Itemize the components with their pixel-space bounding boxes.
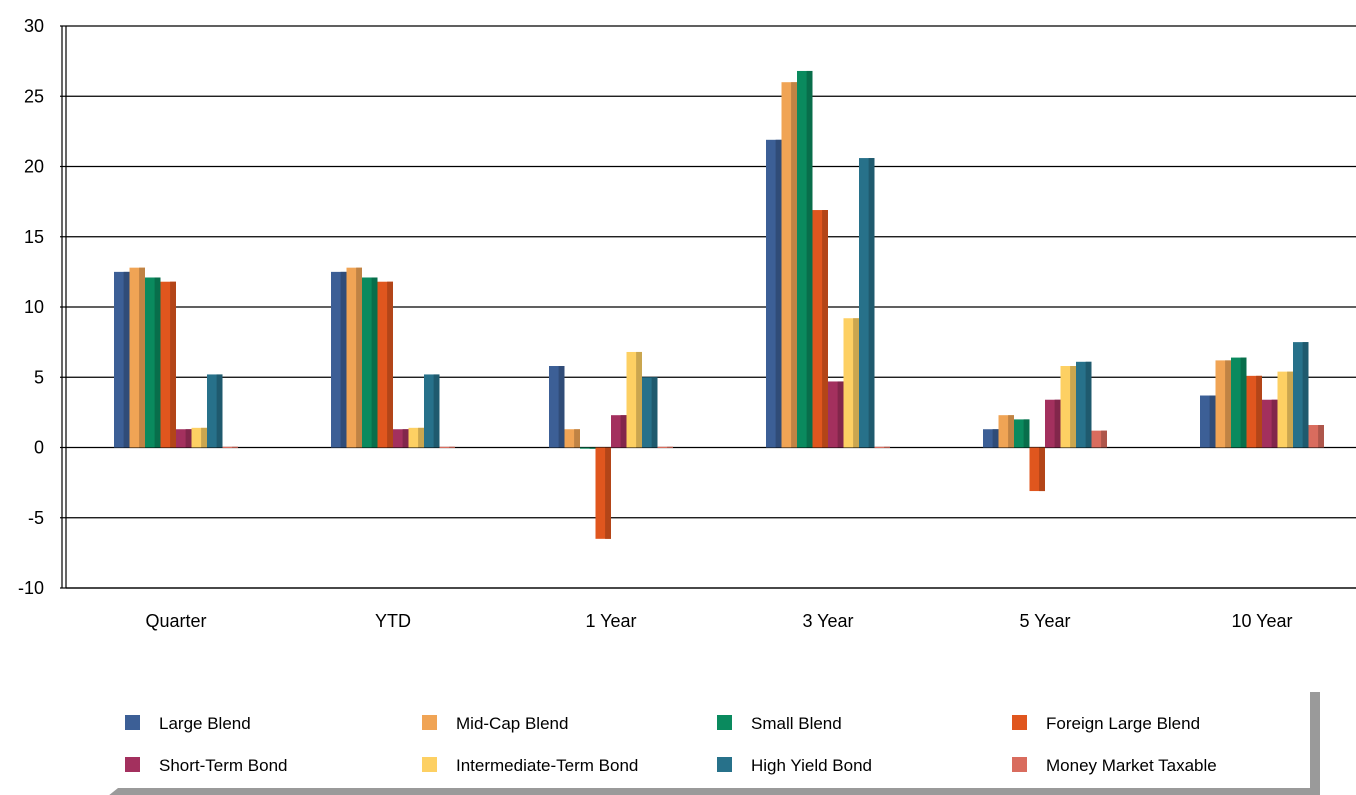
bar bbox=[549, 366, 565, 448]
bar bbox=[1060, 366, 1076, 448]
bar bbox=[781, 82, 797, 448]
bar bbox=[595, 447, 611, 539]
legend-item: Mid-Cap Blend bbox=[422, 714, 568, 733]
bar bbox=[1293, 342, 1309, 448]
legend-label: Short-Term Bond bbox=[159, 756, 288, 775]
legend-swatch bbox=[422, 757, 437, 772]
y-axis-ticks: 30 25 20 15 10 5 0 -5 -10 bbox=[18, 16, 44, 598]
legend-frame bbox=[109, 692, 1320, 795]
bar bbox=[1308, 425, 1324, 448]
bars bbox=[114, 70, 1324, 539]
legend-swatch bbox=[422, 715, 437, 730]
bar bbox=[843, 318, 859, 448]
bar bbox=[346, 267, 362, 448]
bar bbox=[580, 447, 596, 449]
legend-swatch bbox=[125, 757, 140, 772]
y-tick-label: -5 bbox=[28, 508, 44, 528]
bar bbox=[1091, 430, 1107, 448]
bar bbox=[564, 429, 580, 448]
legend-item: High Yield Bond bbox=[717, 756, 872, 775]
bar bbox=[657, 446, 673, 448]
legend-label: Intermediate-Term Bond bbox=[456, 756, 638, 775]
y-tick-label: 5 bbox=[34, 367, 44, 387]
legend-label: Mid-Cap Blend bbox=[456, 714, 568, 733]
bar bbox=[1262, 399, 1278, 448]
x-axis-ticks: Quarter YTD 1 Year 3 Year 5 Year 10 Year bbox=[145, 611, 1292, 631]
bar bbox=[1246, 375, 1262, 448]
bar bbox=[1200, 395, 1216, 448]
legend-item: Foreign Large Blend bbox=[1012, 714, 1200, 733]
bar bbox=[377, 281, 393, 448]
legend-label: Large Blend bbox=[159, 714, 251, 733]
y-tick-label: 30 bbox=[24, 16, 44, 36]
bar bbox=[812, 210, 828, 448]
bar bbox=[207, 374, 223, 448]
x-tick-label: 10 Year bbox=[1231, 611, 1292, 631]
legend-label: Foreign Large Blend bbox=[1046, 714, 1200, 733]
bar bbox=[176, 429, 192, 448]
y-tick-label: 10 bbox=[24, 297, 44, 317]
bar bbox=[439, 446, 455, 448]
bar bbox=[1045, 399, 1061, 448]
legend-label: High Yield Bond bbox=[751, 756, 872, 775]
bar bbox=[145, 277, 161, 448]
bar bbox=[362, 277, 378, 448]
legend-swatch bbox=[1012, 715, 1027, 730]
bar bbox=[1215, 360, 1231, 448]
legend-label: Small Blend bbox=[751, 714, 842, 733]
x-tick-label: Quarter bbox=[145, 611, 206, 631]
legend: Large Blend Mid-Cap Blend Small Blend Forei… bbox=[125, 714, 1217, 775]
x-tick-label: 5 Year bbox=[1019, 611, 1070, 631]
bar bbox=[998, 415, 1014, 448]
legend-item: Large Blend bbox=[125, 714, 251, 733]
legend-item: Short-Term Bond bbox=[125, 756, 288, 775]
legend-item: Intermediate-Term Bond bbox=[422, 756, 638, 775]
legend-swatch bbox=[717, 715, 732, 730]
bar bbox=[611, 415, 627, 448]
x-tick-label: YTD bbox=[375, 611, 411, 631]
x-tick-label: 3 Year bbox=[802, 611, 853, 631]
y-tick-label: -10 bbox=[18, 578, 44, 598]
y-tick-label: 0 bbox=[34, 438, 44, 458]
bar bbox=[874, 446, 890, 448]
y-tick-label: 20 bbox=[24, 157, 44, 177]
bar bbox=[129, 267, 145, 448]
bar bbox=[222, 446, 238, 448]
bar bbox=[1076, 361, 1092, 448]
bar bbox=[408, 427, 424, 448]
bar bbox=[766, 139, 782, 448]
bar bbox=[983, 429, 999, 448]
legend-swatch bbox=[125, 715, 140, 730]
bar bbox=[114, 271, 130, 448]
x-tick-label: 1 Year bbox=[585, 611, 636, 631]
legend-item: Small Blend bbox=[717, 714, 842, 733]
bar bbox=[1014, 419, 1030, 448]
y-tick-label: 25 bbox=[24, 86, 44, 106]
legend-item: Money Market Taxable bbox=[1012, 756, 1217, 775]
bar bbox=[626, 351, 642, 448]
bar bbox=[1277, 371, 1293, 448]
bar bbox=[859, 158, 875, 448]
bar bbox=[331, 271, 347, 448]
bar bbox=[191, 427, 207, 448]
legend-label: Money Market Taxable bbox=[1046, 756, 1217, 775]
gridlines bbox=[60, 25, 1356, 589]
legend-swatch bbox=[717, 757, 732, 772]
bar bbox=[642, 377, 658, 448]
y-tick-label: 15 bbox=[24, 227, 44, 247]
plot-frame bbox=[61, 26, 1356, 589]
bar bbox=[1029, 447, 1045, 492]
bar bbox=[1231, 357, 1247, 448]
bar bbox=[393, 429, 409, 448]
bar bbox=[828, 381, 844, 448]
bar bbox=[160, 281, 176, 448]
legend-swatch bbox=[1012, 757, 1027, 772]
bar bbox=[424, 374, 440, 448]
bar bbox=[797, 70, 813, 448]
